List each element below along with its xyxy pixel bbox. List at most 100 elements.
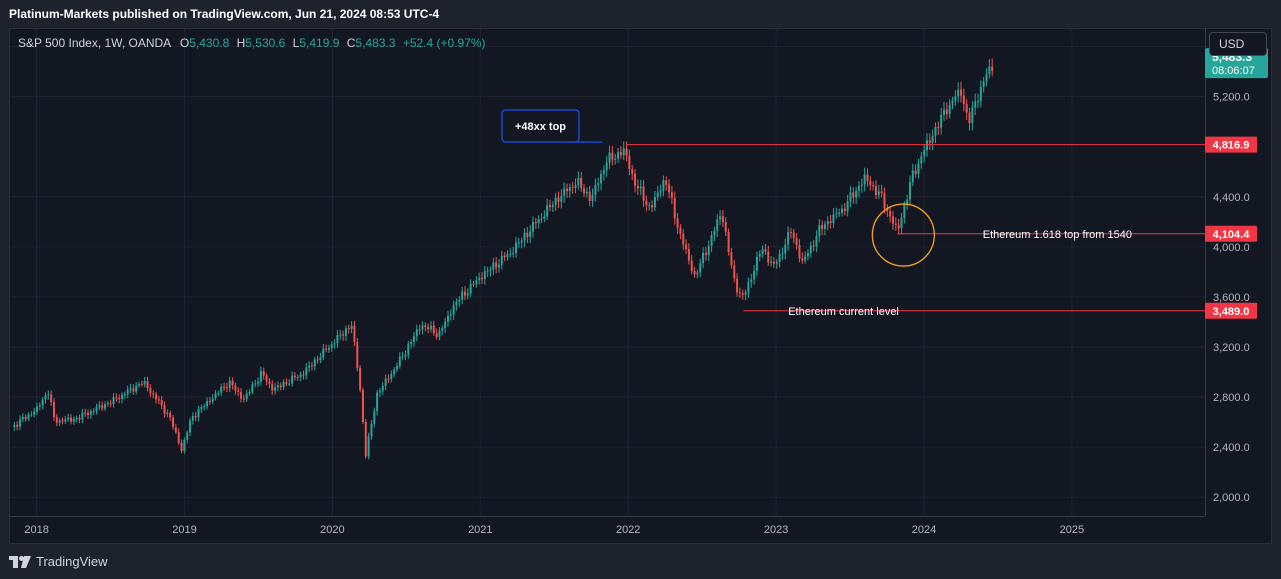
candle-body <box>285 381 288 384</box>
candle-body <box>208 401 211 403</box>
x-tick-label: 2023 <box>764 524 788 536</box>
candle-body <box>568 187 571 192</box>
candle-body <box>662 180 665 191</box>
candle-body <box>231 380 234 386</box>
candle-body <box>16 424 19 427</box>
candle-body <box>880 191 883 194</box>
candle-body <box>455 301 458 306</box>
level-price-label: 4,104.4 <box>1213 229 1251 241</box>
candle-body <box>376 392 379 412</box>
x-tick-label: 2025 <box>1060 524 1084 536</box>
candle-body <box>611 152 614 160</box>
y-tick-label: 2,000.0 <box>1213 492 1250 504</box>
candle-body <box>412 336 415 342</box>
candle-body <box>401 356 404 358</box>
candle-body <box>631 169 634 174</box>
candle-body <box>118 397 121 400</box>
candle-body <box>395 366 398 370</box>
candle-body <box>435 333 438 337</box>
candle-body <box>781 253 784 255</box>
y-tick-label: 2,400.0 <box>1213 442 1250 454</box>
candle-body <box>449 314 452 316</box>
candle-body <box>509 253 512 255</box>
candle-body <box>673 197 676 219</box>
candle-body <box>707 245 710 256</box>
candle-body <box>18 419 21 427</box>
candle-body <box>812 245 815 247</box>
candle-body <box>849 192 852 202</box>
candle-body <box>234 385 237 391</box>
candle-body <box>789 231 792 233</box>
candle-body <box>767 251 770 263</box>
highlight-circle <box>871 203 935 267</box>
chart-frame[interactable] <box>9 28 1272 544</box>
candle-body <box>427 327 430 330</box>
candle-body <box>917 163 920 174</box>
candle-body <box>872 185 875 187</box>
candle-body <box>228 380 231 388</box>
candle-body <box>503 255 506 258</box>
candle-body <box>279 385 282 387</box>
candle-body <box>174 427 177 432</box>
candle-body <box>200 407 203 410</box>
footer-brand: TradingView <box>36 554 108 569</box>
candle-body <box>217 392 220 394</box>
candle-body <box>469 283 472 294</box>
candle-body <box>350 325 353 329</box>
candle-body <box>594 185 597 196</box>
candle-body <box>985 74 988 82</box>
candle-body <box>583 188 586 194</box>
candle-body <box>716 219 719 231</box>
candle-body <box>308 365 311 368</box>
candle-body <box>560 195 563 202</box>
candle-body <box>480 277 483 280</box>
candle-body <box>855 190 858 198</box>
candle-body <box>886 208 889 212</box>
candle-body <box>832 214 835 223</box>
candle-body <box>840 208 843 213</box>
candle-body <box>920 156 923 164</box>
candle-body <box>305 367 308 376</box>
candle-body <box>931 135 934 143</box>
y-tick-label: 4,000.0 <box>1213 242 1250 254</box>
candle-body <box>497 264 500 268</box>
currency-button[interactable]: USD <box>1209 32 1267 56</box>
candle-body <box>900 217 903 229</box>
candle-body <box>211 398 214 402</box>
candle-body <box>67 417 70 420</box>
candle-body <box>619 151 622 156</box>
candle-body <box>310 365 313 367</box>
candle-body <box>597 183 600 186</box>
candle-body <box>384 378 387 387</box>
candle-body <box>361 389 364 422</box>
legend-change: +52.4 (+0.97%) <box>402 36 486 50</box>
candle-body <box>894 223 897 225</box>
candle-body <box>758 254 761 257</box>
candle-body <box>38 405 41 407</box>
candle-body <box>438 330 441 337</box>
price-scale[interactable] <box>1205 28 1272 516</box>
candle-body <box>563 188 566 196</box>
candle-body <box>889 211 892 217</box>
candle-body <box>206 401 209 407</box>
candle-body <box>506 254 509 258</box>
candle-body <box>826 221 829 225</box>
candle-body <box>778 253 781 263</box>
candle-body <box>169 412 172 418</box>
candle-body <box>750 279 753 283</box>
candle-body <box>982 81 985 87</box>
candle-body <box>330 344 333 348</box>
candle-body <box>44 395 47 400</box>
candle-body <box>639 186 642 189</box>
candle-body <box>98 405 101 408</box>
x-tick-label: 2022 <box>616 524 640 536</box>
candle-body <box>415 329 418 337</box>
candle-body <box>70 417 73 422</box>
symbol-legend: S&P 500 Index, 1W, OANDA O5,430.8 H5,530… <box>18 36 486 50</box>
candle-body <box>160 399 163 406</box>
candle-body <box>719 216 722 220</box>
candle-body <box>676 218 679 228</box>
time-scale[interactable] <box>9 516 1205 544</box>
candle-body <box>540 218 543 220</box>
